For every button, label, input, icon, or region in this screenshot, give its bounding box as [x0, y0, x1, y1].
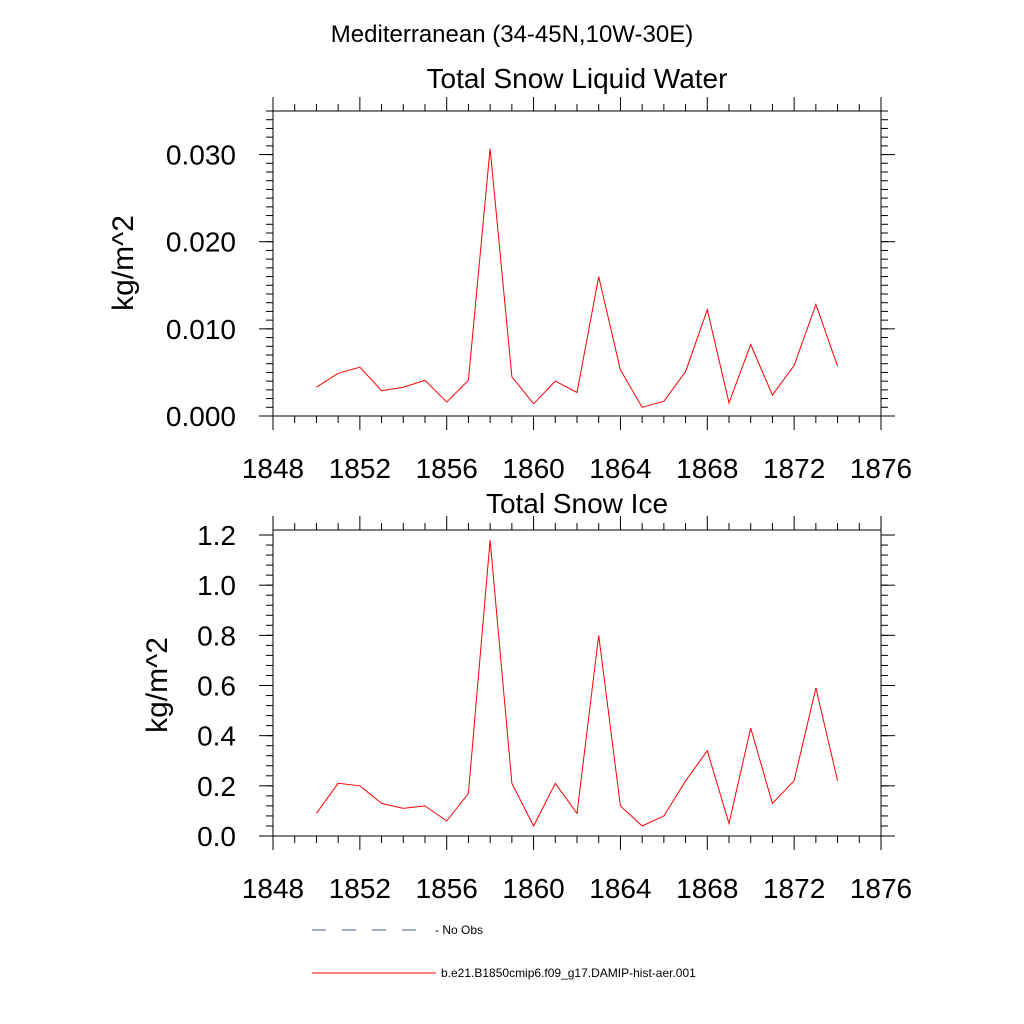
y-tick-label: 0.6	[197, 671, 236, 702]
plot-title: Total Snow Liquid Water	[427, 63, 728, 94]
y-tick-label: 0.0	[197, 821, 236, 852]
legend: - No Obs b.e21.B1850cmip6.f09_g17.DAMIP-…	[312, 923, 696, 980]
figure-title: Mediterranean (34-45N,10W-30E)	[331, 21, 693, 48]
y-tick-label: 0.010	[166, 314, 236, 345]
panel-snow-liquid-water: Total Snow Liquid Water kg/m^2 1848 1852 185…	[107, 63, 912, 484]
y-axis-label: kg/m^2	[107, 215, 140, 311]
x-tick-label: 1856	[416, 453, 478, 484]
x-tick-label: 1868	[676, 873, 738, 904]
y-axis-label: kg/m^2	[141, 637, 174, 733]
x-tick-label: 1848	[242, 873, 304, 904]
x-tick-label: 1872	[763, 873, 825, 904]
x-tick-label: 1856	[416, 873, 478, 904]
y-tick-label: 0.000	[166, 401, 236, 432]
panel-snow-ice: Total Snow Ice kg/m^2 1848 1852 1856 1860 1864…	[141, 488, 912, 904]
x-tick-label: 1852	[329, 453, 391, 484]
legend-label-model-run: b.e21.B1850cmip6.f09_g17.DAMIP-hist-aer.…	[441, 966, 696, 980]
x-tick-label: 1852	[329, 873, 391, 904]
y-tick-label: 0.030	[166, 140, 236, 171]
series-line	[316, 148, 839, 408]
x-tick-label: 1872	[763, 453, 825, 484]
x-tick-label: 1876	[850, 453, 912, 484]
y-tick-label: 0.4	[197, 721, 236, 752]
x-tick-label: 1860	[502, 453, 564, 484]
y-tick-label: 0.8	[197, 620, 236, 651]
y-tick-label: 1.0	[197, 570, 236, 601]
legend-item-model-run: b.e21.B1850cmip6.f09_g17.DAMIP-hist-aer.…	[312, 966, 696, 980]
x-tick-label: 1848	[242, 453, 304, 484]
legend-label-no-obs: - No Obs	[435, 923, 483, 937]
x-tick-label: 1860	[502, 873, 564, 904]
series-line	[315, 539, 839, 828]
x-tick-label: 1864	[589, 453, 651, 484]
plot-frame	[272, 529, 882, 837]
x-tick-label: 1864	[589, 873, 651, 904]
x-tick-label: 1876	[850, 873, 912, 904]
y-tick-label: 0.2	[197, 771, 236, 802]
x-tick-label: 1868	[676, 453, 738, 484]
plot-frame	[272, 110, 882, 417]
plot-title: Total Snow Ice	[486, 488, 668, 519]
y-tick-label: 1.2	[197, 520, 236, 551]
y-tick-label: 0.020	[166, 227, 236, 258]
legend-item-no-obs: - No Obs	[312, 923, 483, 937]
